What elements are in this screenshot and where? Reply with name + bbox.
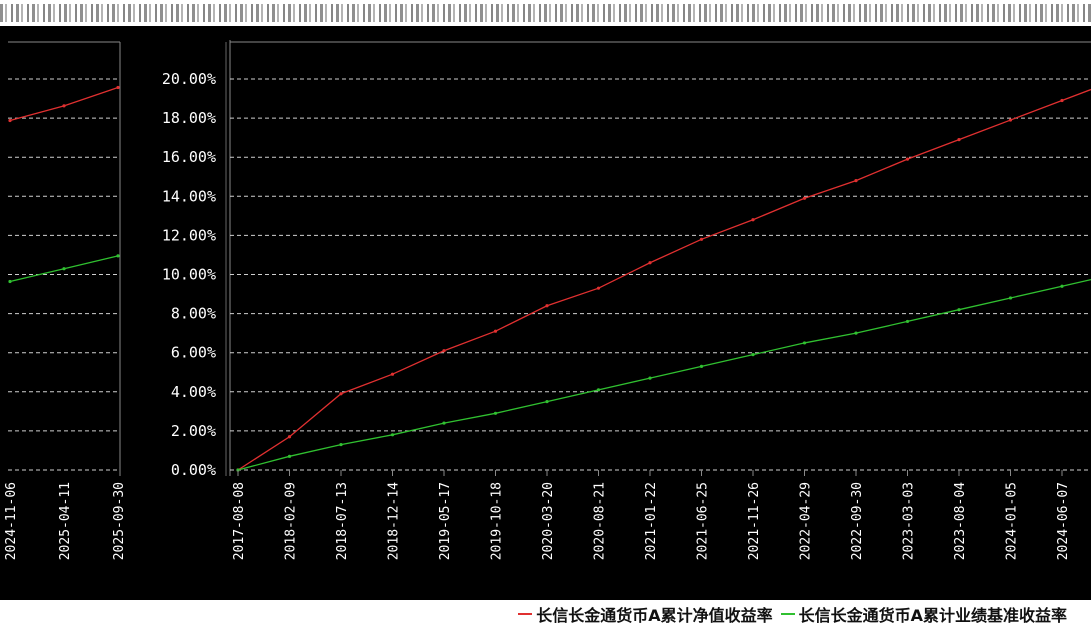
legend-label-nav: 长信长金通货币A累计净值收益率 (536, 606, 773, 625)
y-tick-label: 8.00% (171, 305, 216, 323)
point-benchmark (442, 421, 446, 425)
legend-swatch-green (780, 613, 795, 615)
x-tick-label: 2023-08-04 (953, 482, 968, 560)
left-point-benchmark (8, 279, 12, 284)
point-benchmark (957, 308, 961, 312)
point-nav (648, 261, 652, 265)
point-benchmark (905, 319, 910, 324)
x-tick-label: 2018-12-14 (387, 482, 402, 560)
point-benchmark (699, 364, 704, 368)
left-point-nav (116, 85, 120, 90)
point-nav (699, 237, 704, 241)
x-tick-label: 2021-06-25 (696, 482, 711, 560)
chart-area: 0.00% 2.00% 4.00% 6.00% 8.00% 10.00% 12.00% 14.… (0, 26, 1091, 600)
x-tick-label: 2018-02-09 (284, 482, 299, 560)
x-tick-label: 2018-07-13 (335, 482, 350, 560)
point-nav (957, 138, 961, 142)
y-tick-label: 14.00% (162, 187, 216, 205)
point-nav (1008, 118, 1013, 122)
point-benchmark (854, 331, 858, 335)
x-tick-label: 2019-10-18 (490, 482, 505, 560)
point-benchmark (1060, 284, 1064, 288)
point-nav (1060, 98, 1064, 103)
x-tick-label: 2022-04-29 (799, 482, 814, 560)
point-nav (493, 329, 498, 333)
point-benchmark (287, 454, 292, 458)
left-x-tick-label: 2025-09-30 (112, 482, 127, 560)
x-tick-label: 2022-09-30 (850, 482, 865, 560)
legend-item-nav: 长信长金通货币A累计净值收益率 (518, 602, 773, 626)
point-nav (751, 218, 755, 222)
x-tick-label: 2020-03-20 (541, 482, 556, 560)
point-benchmark (545, 399, 549, 404)
point-nav (287, 435, 292, 439)
point-benchmark (751, 353, 755, 357)
series-line-nav (237, 88, 1091, 471)
x-tick-label: 2024-01-05 (1005, 482, 1020, 560)
left-x-tick-label: 2025-04-11 (58, 482, 73, 560)
point-benchmark (802, 341, 807, 345)
point-benchmark (493, 411, 498, 415)
y-tick-label: 6.00% (171, 344, 216, 362)
x-tick-label: 2019-05-17 (438, 482, 453, 560)
point-benchmark (339, 442, 343, 447)
y-tick-label: 10.00% (162, 266, 216, 284)
x-tick-label: 2017-08-08 (232, 482, 247, 560)
point-benchmark (1008, 296, 1013, 300)
x-tick-label: 2023-03-03 (902, 482, 917, 560)
point-nav (442, 349, 446, 353)
x-tick-label: 2024-06-07 (1056, 482, 1071, 560)
y-tick-label: 18.00% (162, 109, 216, 127)
y-tick-label: 0.00% (171, 461, 216, 479)
series-line-benchmark (237, 278, 1091, 471)
legend-swatch-red (518, 613, 533, 615)
x-tick-label: 2021-01-22 (644, 482, 659, 560)
left-x-tick-label: 2024-11-06 (4, 482, 19, 560)
y-tick-label: 16.00% (162, 148, 216, 166)
left-point-nav (62, 104, 66, 108)
point-nav (545, 304, 549, 308)
left-point-benchmark (116, 254, 120, 258)
y-tick-label: 4.00% (171, 383, 216, 401)
point-nav (905, 157, 910, 161)
point-nav (596, 286, 601, 290)
legend-label-benchmark: 长信长金通货币A累计业绩基准收益率 (798, 606, 1067, 625)
x-tick-label: 2021-11-26 (747, 482, 762, 560)
point-nav (390, 372, 395, 376)
x-tick-label: 2020-08-21 (593, 482, 608, 560)
point-nav (339, 392, 343, 396)
point-benchmark (648, 376, 652, 380)
legend: 长信长金通货币A累计净值收益率 长信长金通货币A累计业绩基准收益率 (0, 600, 1091, 625)
y-tick-label: 2.00% (171, 422, 216, 440)
y-tick-label: 20.00% (162, 70, 216, 88)
header-title-garbled (0, 4, 1091, 22)
y-tick-label: 12.00% (162, 226, 216, 244)
left-series-line-nav (9, 86, 119, 122)
left-point-benchmark (62, 267, 66, 271)
header-banner (0, 0, 1091, 26)
point-nav (854, 179, 858, 183)
left-point-nav (8, 118, 12, 123)
chart-svg: 0.00% 2.00% 4.00% 6.00% 8.00% 10.00% 12.00% 14.… (4, 40, 1091, 560)
point-benchmark (390, 433, 395, 437)
legend-item-benchmark: 长信长金通货币A累计业绩基准收益率 (780, 602, 1067, 626)
point-nav (802, 196, 807, 200)
point-benchmark (596, 388, 601, 392)
